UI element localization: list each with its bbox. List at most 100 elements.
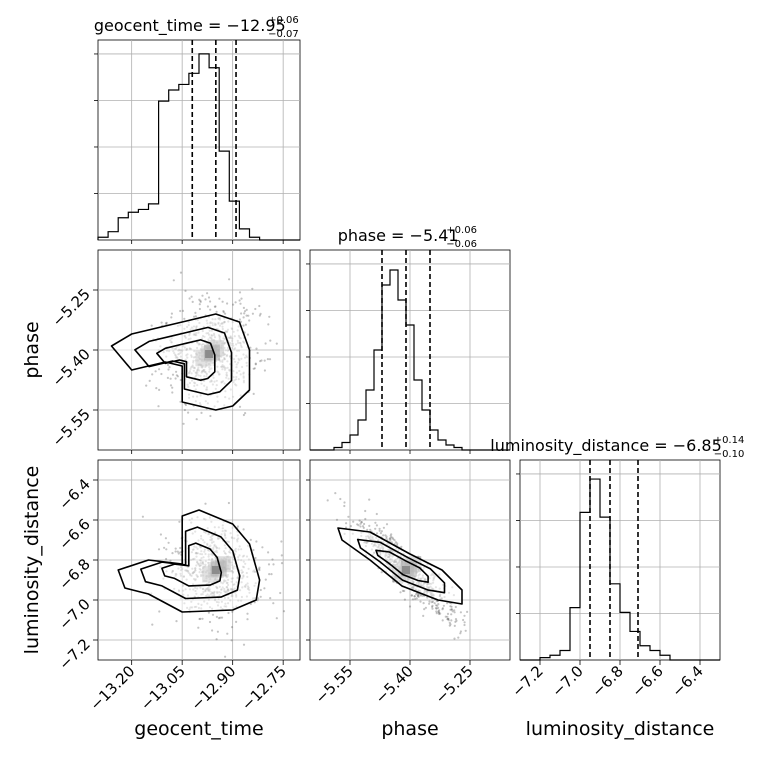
sample-point [379,532,382,535]
sample-point [360,521,363,524]
sample-point [454,605,457,609]
sample-point [449,623,452,626]
sample-point [446,612,450,616]
sample-point [431,607,434,610]
sample-point [462,618,465,622]
sample-point [258,569,261,572]
y-tick-label: −7.2 [55,635,93,673]
sample-point [166,376,169,379]
sample-point [252,367,255,370]
x-tick-label: −12.90 [188,662,240,714]
sample-point [209,308,212,311]
sample-point [368,524,371,528]
sample-point [257,597,260,600]
sample-point [200,411,203,414]
sample-point [426,596,429,599]
sample-point [374,527,377,530]
sample-point [360,521,363,524]
sample-point [199,299,202,302]
sample-point [391,536,394,539]
sample-point [438,611,441,614]
sample-point [334,492,337,495]
sample-point [230,626,234,629]
sample-point [437,603,440,606]
contour-level-1 [140,526,241,600]
sample-point [441,608,444,611]
sample-point [235,620,238,624]
sample-point [207,296,211,299]
sample-point [211,629,214,632]
x-axis-label-luminosity_distance: luminosity_distance [526,718,715,740]
sample-point [413,595,416,598]
sample-point [242,413,245,417]
scatter-panel-luminosity_distance-vs-phase [309,459,511,661]
sample-point [170,312,173,315]
sample-point [168,366,171,369]
sample-point [244,412,247,415]
title-minus: −0.07 [268,29,299,40]
sample-point [269,597,272,600]
sample-point [447,617,450,621]
x-tick-label: −5.40 [372,662,417,707]
title-plus: +0.14 [714,435,745,446]
sample-point [417,593,420,596]
sample-point [450,608,453,611]
sample-point [178,520,181,523]
sample-point [227,611,230,615]
sample-point [263,587,266,590]
contour-level-0 [337,527,463,605]
sample-point [380,530,383,533]
title-plus: +0.06 [268,15,299,26]
sample-point [239,320,243,323]
sample-point [251,312,254,315]
sample-point [453,637,456,640]
sample-point [401,589,404,593]
sample-point [431,600,434,603]
sample-point [249,602,252,606]
sample-point [264,578,267,581]
sample-point [228,278,231,281]
sample-point [199,617,202,621]
sample-point [171,391,174,394]
sample-point [385,523,389,526]
sample-point [279,591,282,595]
sample-point [463,623,466,627]
scatter-panel-phase-vs-geocent_time [97,249,301,451]
sample-point [415,597,418,600]
sample-point [206,292,209,295]
sample-point [190,295,193,298]
sample-point [335,518,339,521]
sample-point [389,534,392,537]
sample-point [215,310,218,313]
sample-point [201,617,204,620]
x-tick-label: −5.55 [312,662,357,707]
sample-point [439,612,442,615]
x-tick-label: −13.05 [137,662,189,714]
sample-point [416,594,420,597]
sample-point [260,359,263,362]
sample-point [416,594,419,598]
title-minus: −0.10 [714,449,745,460]
sample-point [255,540,258,543]
sample-point [219,616,222,619]
sample-point [433,602,436,605]
sample-point [411,598,415,601]
sample-point [261,546,264,549]
sample-point [389,538,392,541]
sample-point [259,588,262,592]
sample-point [403,598,406,601]
sample-point [160,321,163,324]
sample-point [441,607,444,610]
sample-point [176,375,179,378]
sample-point [165,321,168,324]
sample-point [280,540,283,543]
x-tick-label: −7.0 [548,662,586,700]
sample-point [267,563,271,566]
sample-point [258,314,261,317]
sample-point [399,591,402,594]
sample-point [234,301,237,304]
sample-point [428,602,431,605]
sample-point [177,552,180,555]
sample-point [198,303,201,306]
scatter-panel-luminosity_distance-vs-geocent_time [97,459,301,661]
